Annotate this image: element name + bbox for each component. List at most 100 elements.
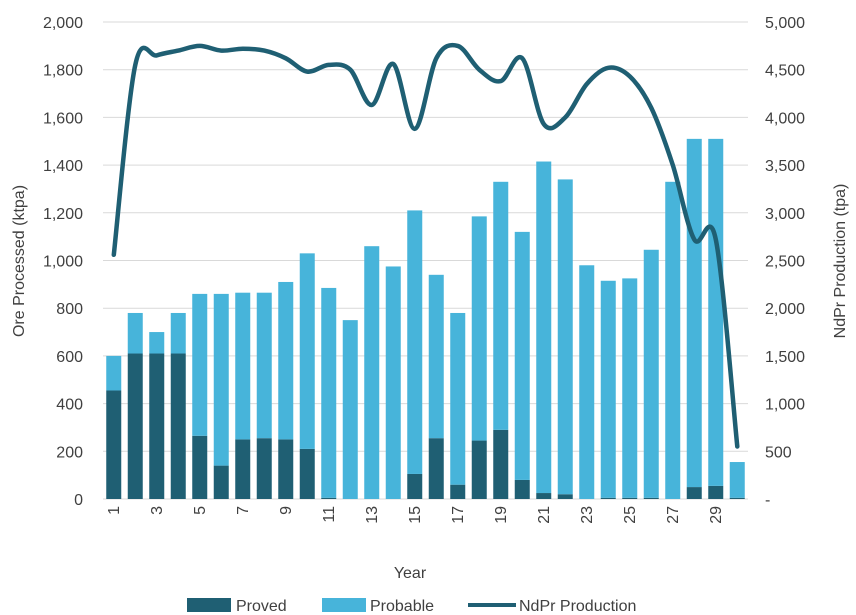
left-axis-ticks: 0 200 400 600 800 1,000 1,200 1,400 1,600 1,800 2,…: [43, 15, 83, 509]
left-tick-label: 1,400: [43, 158, 83, 175]
right-tick-label: 4,000: [765, 110, 805, 127]
x-tick-label: 13: [364, 506, 381, 524]
bar-proved: [428, 438, 444, 499]
right-tick-label: 5,000: [765, 15, 805, 32]
bar-proved: [471, 440, 487, 499]
bar-proved: [213, 465, 229, 499]
x-axis-ticks: 1 3 5 7 9 11 13 15 17 19 21 23 25 27 29: [106, 506, 725, 524]
left-tick-label: 200: [56, 444, 83, 461]
x-tick-label: 25: [622, 506, 639, 524]
right-tick-label: 2,500: [765, 254, 805, 271]
x-tick-label: 9: [278, 506, 295, 515]
bar-probable: [321, 287, 337, 498]
bar-proved: [170, 353, 186, 499]
bar-probable: [450, 312, 466, 485]
bar-probable: [428, 274, 444, 439]
x-tick-label: 21: [536, 506, 553, 524]
left-tick-label: 1,200: [43, 206, 83, 223]
bar-probable: [342, 320, 358, 499]
bar-proved: [493, 429, 509, 499]
left-tick-label: 400: [56, 397, 83, 414]
x-tick-label: 29: [708, 506, 725, 524]
right-tick-label: 3,000: [765, 206, 805, 223]
bar-proved: [321, 497, 337, 499]
bar-proved: [536, 493, 552, 499]
bar-probable: [299, 253, 315, 449]
bar-proved: [149, 353, 165, 499]
ndpr-line: [111, 42, 740, 449]
legend: Proved Probable NdPr Production: [187, 598, 636, 615]
x-tick-label: 27: [665, 506, 682, 524]
bar-probable: [149, 332, 165, 354]
left-tick-label: 2,000: [43, 15, 83, 32]
bar-probable: [192, 293, 208, 436]
legend-label-proved: Proved: [236, 598, 287, 615]
x-tick-label: 23: [579, 506, 596, 524]
legend-label-ndpr: NdPr Production: [519, 598, 636, 615]
bar-probable: [600, 280, 616, 498]
left-tick-label: 600: [56, 349, 83, 366]
bar-probable: [471, 216, 487, 441]
left-tick-label: 1,600: [43, 110, 83, 127]
x-tick-label: 3: [149, 506, 166, 515]
bar-proved: [127, 353, 143, 499]
right-tick-label: 3,500: [765, 158, 805, 175]
bar-proved: [622, 497, 638, 499]
bar-proved: [514, 479, 530, 499]
right-tick-label: 2,000: [765, 301, 805, 318]
bar-proved: [256, 438, 272, 499]
legend-swatch-proved: [187, 598, 231, 612]
bar-probable: [729, 462, 745, 498]
bar-proved: [643, 497, 659, 499]
bars: [106, 138, 745, 500]
x-tick-label: 7: [235, 506, 252, 515]
right-tick-label: 4,500: [765, 63, 805, 80]
legend-label-probable: Probable: [370, 598, 434, 615]
bar-proved: [686, 487, 702, 499]
bar-proved: [450, 484, 466, 499]
bar-probable: [708, 138, 724, 486]
bar-probable: [622, 278, 638, 498]
bar-probable: [493, 181, 509, 430]
bar-probable: [686, 138, 702, 488]
bar-probable: [385, 266, 401, 499]
bar-probable: [536, 161, 552, 494]
left-tick-label: 1,800: [43, 63, 83, 80]
bar-probable: [213, 293, 229, 466]
right-axis-label: NdPr Production (tpa): [832, 184, 849, 339]
bar-proved: [729, 497, 745, 499]
bar-probable: [364, 246, 380, 499]
bar-proved: [106, 390, 122, 499]
bar-proved: [708, 485, 724, 499]
bar-probable: [256, 292, 272, 439]
left-axis-label: Ore Processed (ktpa): [11, 185, 28, 337]
bar-probable: [127, 312, 143, 354]
left-tick-label: 800: [56, 301, 83, 318]
right-tick-label: 500: [765, 444, 792, 461]
bar-probable: [170, 312, 186, 354]
right-axis-ticks: - 500 1,000 1,500 2,000 2,500 3,000 3,500 4,000 4…: [765, 15, 805, 509]
x-axis-label: Year: [394, 565, 427, 582]
bar-proved: [600, 497, 616, 499]
bar-probable: [407, 210, 423, 474]
bar-probable: [278, 281, 294, 440]
x-tick-label: 11: [321, 506, 338, 523]
right-tick-label: 1,500: [765, 349, 805, 366]
bar-proved: [557, 494, 573, 499]
bar-proved: [407, 473, 423, 499]
x-tick-label: 17: [450, 506, 467, 524]
right-tick-label: 1,000: [765, 397, 805, 414]
bar-probable: [235, 292, 251, 440]
left-tick-label: 0: [74, 492, 83, 509]
x-tick-label: 19: [493, 506, 510, 524]
x-tick-label: 1: [106, 506, 123, 515]
bar-probable: [557, 179, 573, 495]
bar-proved: [192, 435, 208, 499]
legend-swatch-probable: [322, 598, 366, 612]
left-tick-label: 1,000: [43, 254, 83, 271]
gridlines: [103, 21, 748, 500]
right-tick-label: -: [765, 492, 770, 509]
bar-proved: [235, 439, 251, 499]
bar-proved: [278, 439, 294, 499]
